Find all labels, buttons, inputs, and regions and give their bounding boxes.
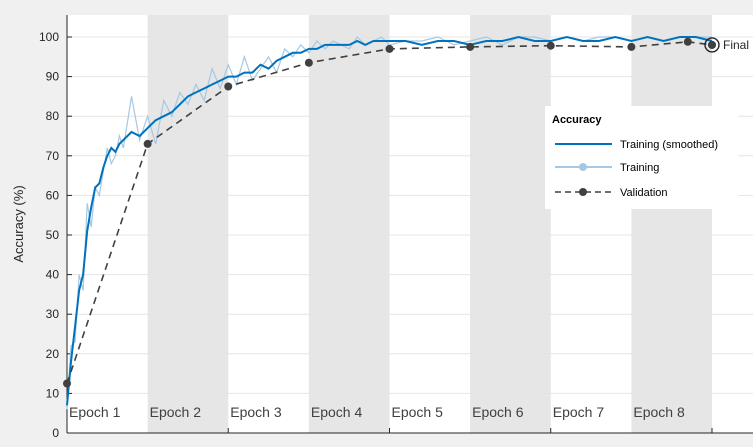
legend-label-validation: Validation [620, 187, 668, 199]
y-axis-title: Accuracy (%) [11, 185, 26, 262]
epoch-shade-2 [147, 15, 229, 433]
y-tick-label-70: 70 [46, 149, 60, 163]
epoch-label-3: Epoch 3 [230, 404, 282, 420]
legend-title: Accuracy [552, 114, 602, 126]
y-tick-label-0: 0 [52, 426, 59, 440]
series-line-training-smoothed [66, 35, 713, 406]
legend: Accuracy Training (smoothed) Training Va… [545, 106, 738, 209]
validation-point-1 [143, 139, 152, 148]
series [63, 35, 716, 410]
y-tick-label-80: 80 [46, 109, 60, 123]
legend-marker-training [579, 163, 587, 171]
epoch-labels: Epoch 1 Epoch 2 Epoch 3 Epoch 4 Epoch 5 Epoch… [69, 404, 685, 420]
legend-label-smoothed: Training (smoothed) [620, 139, 718, 151]
final-marker-ring [704, 37, 720, 53]
epoch-label-8: Epoch 8 [633, 404, 685, 420]
validation-point-2 [224, 82, 233, 91]
epoch-shade-8 [631, 15, 712, 106]
final-validation-marker: Final [704, 37, 749, 53]
validation-point-4 [385, 44, 394, 53]
validation-point-7 [627, 42, 636, 51]
y-tick-label-60: 60 [46, 188, 60, 202]
grid-lines [67, 36, 753, 394]
y-tick-label-90: 90 [46, 70, 60, 84]
y-tick-label-100: 100 [39, 30, 59, 44]
validation-point-5 [466, 42, 475, 51]
epoch-shade-8-lower [631, 209, 712, 433]
series-line-training [66, 36, 712, 410]
y-tick-label-50: 50 [46, 228, 60, 242]
y-tick-label-10: 10 [46, 386, 60, 400]
axes: 0 10 20 30 40 50 60 70 80 90 100 [39, 15, 753, 440]
legend-marker-validation [579, 188, 587, 196]
final-label: Final [723, 38, 749, 52]
series-line-validation [66, 40, 713, 384]
y-tick-label-30: 30 [46, 307, 60, 321]
final-marker-dot [708, 40, 716, 49]
y-tick-label-40: 40 [46, 268, 60, 282]
epoch-label-4: Epoch 4 [311, 404, 363, 420]
validation-point-0 [63, 379, 71, 388]
epoch-label-6: Epoch 6 [472, 404, 524, 420]
epoch-label-1: Epoch 1 [69, 404, 121, 420]
validation-point-3 [304, 58, 313, 67]
validation-point-6 [546, 41, 555, 50]
epoch-shade-4 [308, 15, 390, 433]
epoch-label-5: Epoch 5 [392, 404, 444, 420]
validation-point-8 [683, 37, 692, 46]
epoch-label-2: Epoch 2 [150, 404, 202, 420]
y-tick-label-20: 20 [46, 347, 60, 361]
epoch-shading [147, 15, 712, 433]
epoch-shade-6 [470, 15, 551, 433]
legend-label-training: Training [620, 162, 659, 174]
epoch-label-7: Epoch 7 [553, 404, 605, 420]
